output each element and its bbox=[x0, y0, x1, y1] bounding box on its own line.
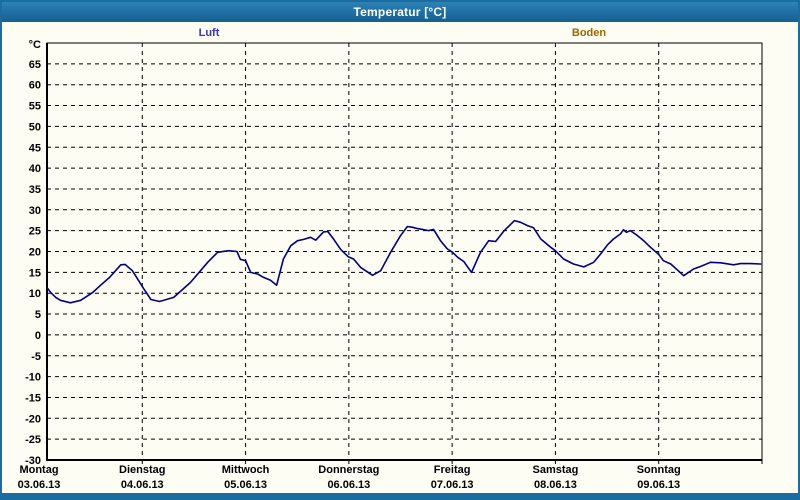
y-tick-label: 20 bbox=[29, 247, 41, 259]
y-tick-label: 0 bbox=[35, 330, 41, 342]
y-tick-label: 40 bbox=[29, 163, 41, 175]
temperature-chart: 65605550454035302520151050-5-10-15-20-25… bbox=[2, 2, 798, 492]
x-day-name-label: Samstag bbox=[532, 464, 578, 476]
y-tick-label: -20 bbox=[25, 413, 41, 425]
x-day-date-label: 05.06.13 bbox=[224, 479, 267, 491]
x-day-date-label: 09.06.13 bbox=[637, 479, 680, 491]
x-day-date-label: 07.06.13 bbox=[431, 479, 474, 491]
y-tick-label: -25 bbox=[25, 434, 41, 446]
x-day-name-label: Mittwoch bbox=[222, 464, 270, 476]
y-tick-label: 45 bbox=[29, 142, 41, 154]
x-day-date-label: 06.06.13 bbox=[327, 479, 370, 491]
x-day-date-label: 08.06.13 bbox=[534, 479, 577, 491]
y-tick-label: 30 bbox=[29, 205, 41, 217]
y-axis-unit-label: °C bbox=[29, 39, 41, 51]
y-tick-label: 5 bbox=[35, 309, 41, 321]
y-tick-label: 10 bbox=[29, 288, 41, 300]
y-tick-label: 35 bbox=[29, 184, 41, 196]
x-day-name-label: Dienstag bbox=[119, 464, 165, 476]
y-tick-label: 60 bbox=[29, 80, 41, 92]
y-tick-label: -15 bbox=[25, 392, 41, 404]
y-tick-label: 50 bbox=[29, 121, 41, 133]
x-day-name-label: Freitag bbox=[434, 464, 471, 476]
y-tick-label: 25 bbox=[29, 226, 41, 238]
x-day-name-label: Donnerstag bbox=[318, 464, 379, 476]
y-tick-label: 55 bbox=[29, 101, 41, 113]
y-tick-label: -5 bbox=[31, 351, 41, 363]
series-line-luft bbox=[46, 221, 761, 303]
y-tick-label: 15 bbox=[29, 267, 41, 279]
chart-window: Temperatur [°C] Luft Boden 6560555045403… bbox=[0, 0, 800, 500]
x-day-name-label: Sonntag bbox=[637, 464, 681, 476]
x-day-name-label: Montag bbox=[19, 464, 58, 476]
x-day-date-label: 03.06.13 bbox=[18, 479, 61, 491]
x-day-date-label: 04.06.13 bbox=[121, 479, 164, 491]
bottom-bar bbox=[2, 493, 798, 498]
y-tick-label: -10 bbox=[25, 372, 41, 384]
y-tick-label: 65 bbox=[29, 59, 41, 71]
